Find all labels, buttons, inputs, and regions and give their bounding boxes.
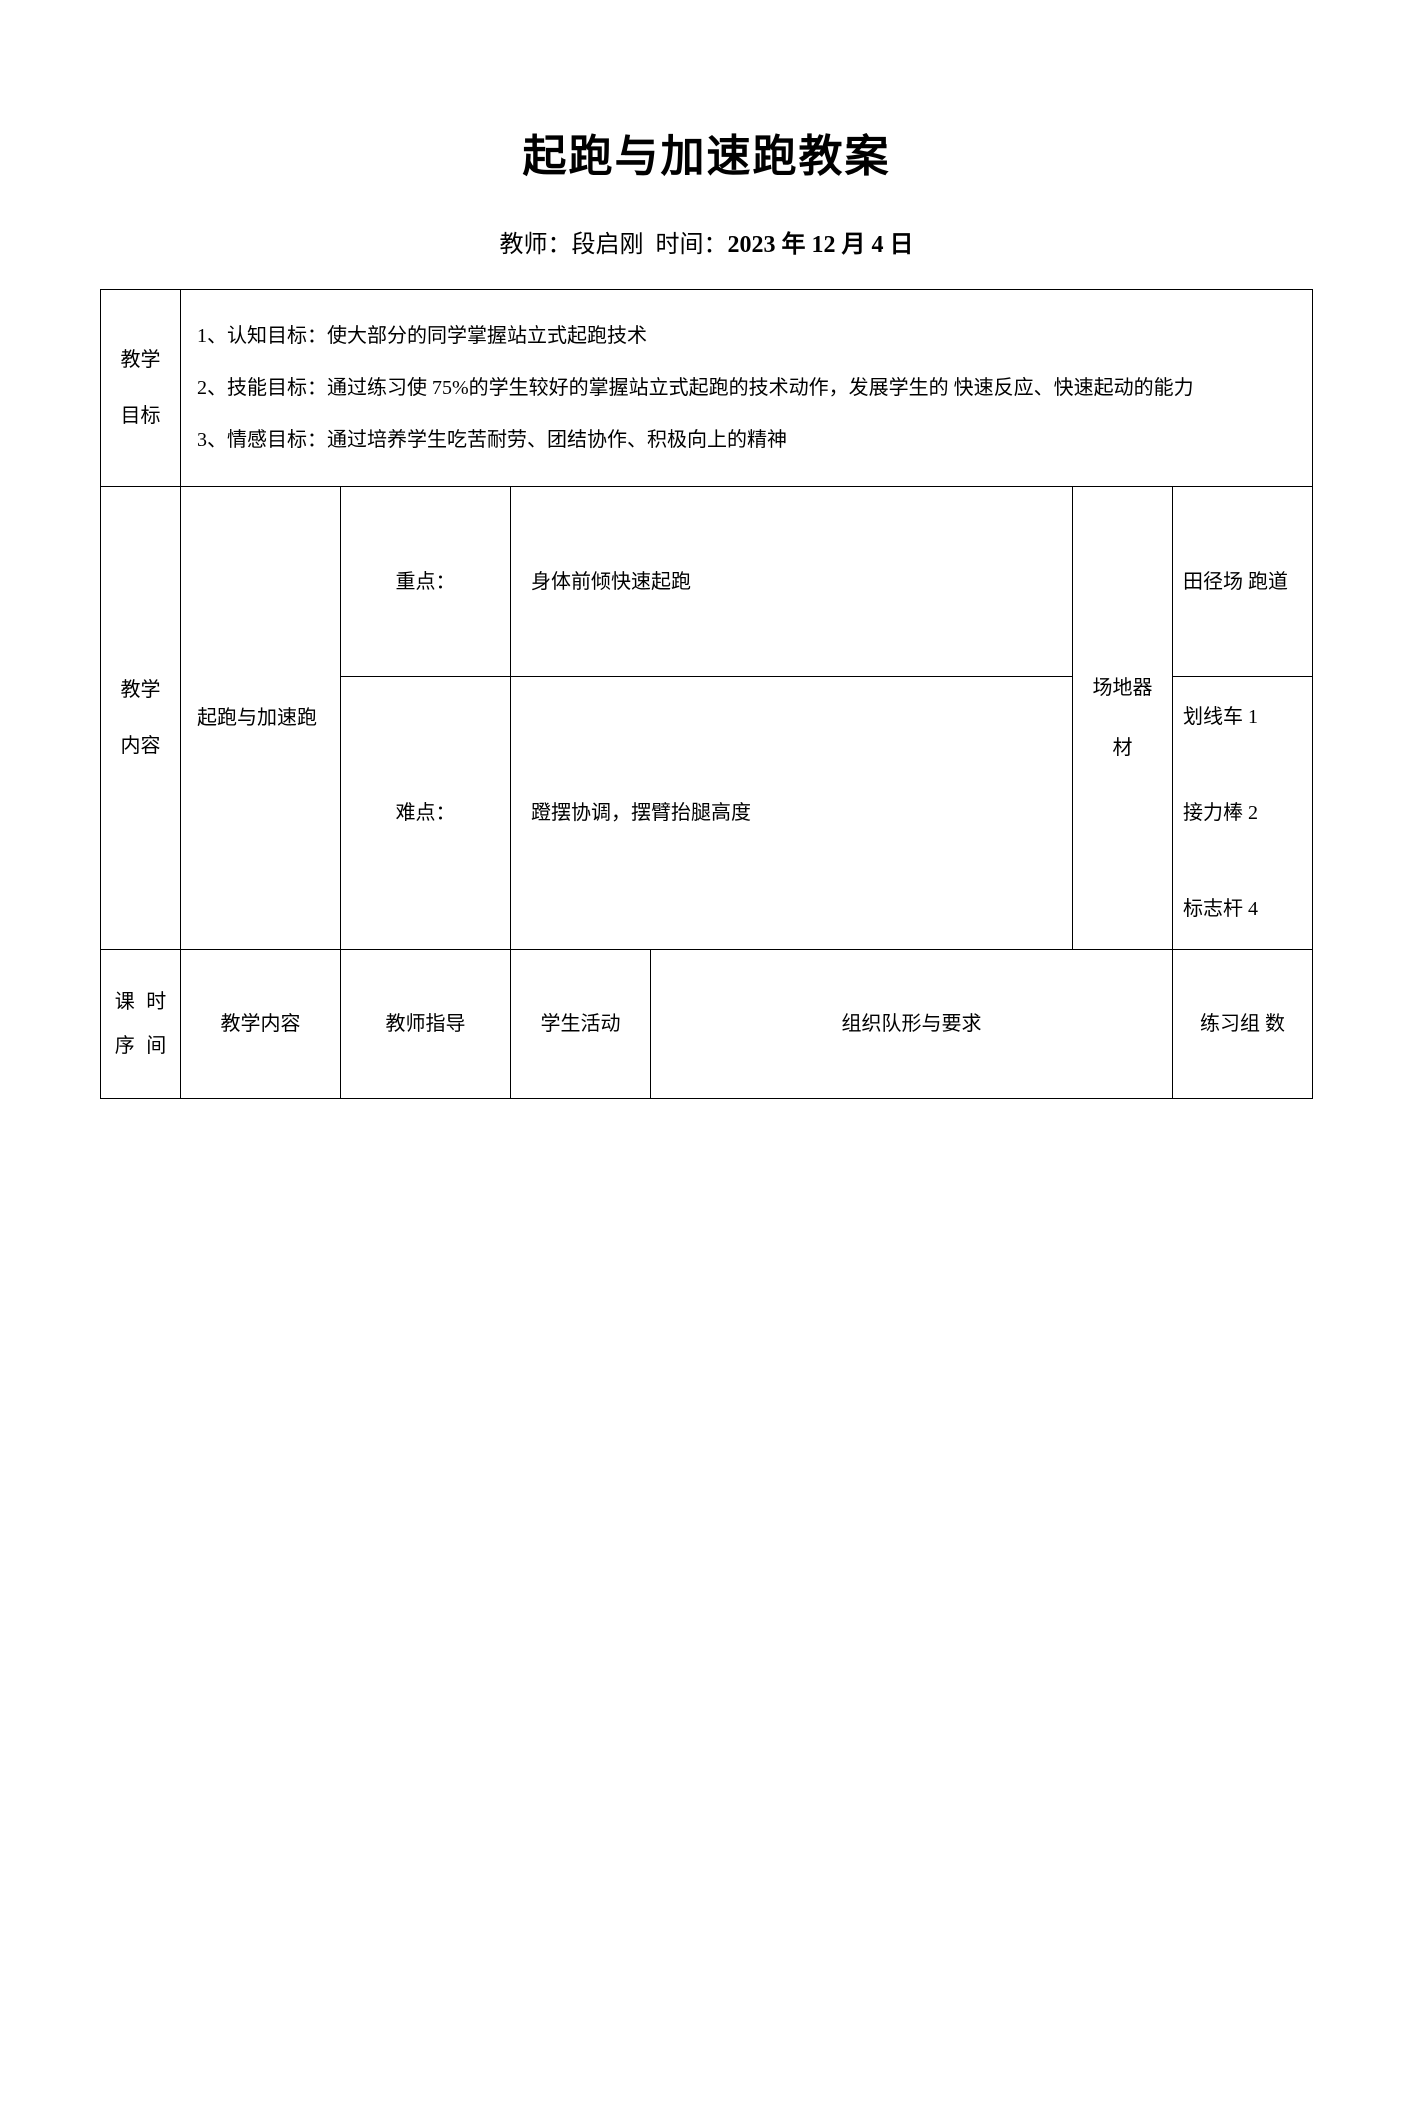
venue-label: 场地器材 (1073, 487, 1173, 950)
header-practice-count: 练习组 数 (1173, 950, 1313, 1099)
objective-2: 2、技能目标：通过练习使 75%的学生较好的掌握站立式起跑的技术动作，发展学生的… (197, 362, 1296, 414)
header-student-activity: 学生活动 (511, 950, 651, 1099)
teacher-label: 教师： (500, 232, 572, 258)
difficult-point-label: 难点： (341, 677, 511, 950)
date-value: 2023 年 12 月 4 日 (728, 232, 914, 258)
header-seq-time: 课序 时间 (101, 950, 181, 1099)
document-title: 起跑与加速跑教案 (100, 120, 1313, 184)
lesson-plan-table: 教学目标 1、认知目标：使大部分的同学掌握站立式起跑技术 2、技能目标：通过练习… (100, 289, 1313, 1099)
equipment-text: 划线车 1 接力棒 2 标志杆 4 (1173, 677, 1313, 950)
header-time: 时间 (141, 968, 173, 1080)
key-point-label: 重点： (341, 487, 511, 677)
objectives-label: 教学目标 (101, 290, 181, 487)
header-formation: 组织队形与要求 (651, 950, 1173, 1099)
content-topic: 起跑与加速跑 (181, 487, 341, 950)
document-subtitle: 教师：段启刚 时间：2023 年 12 月 4 日 (100, 224, 1313, 259)
header-teacher-guide: 教师指导 (341, 950, 511, 1099)
difficult-point-text: 蹬摆协调，摆臂抬腿高度 (511, 677, 1073, 950)
header-seq: 课序 (109, 968, 141, 1080)
key-point-text: 身体前倾快速起跑 (511, 487, 1073, 677)
content-label: 教学内容 (101, 487, 181, 950)
objective-1: 1、认知目标：使大部分的同学掌握站立式起跑技术 (197, 310, 1296, 362)
time-label: 时间： (656, 232, 728, 258)
header-content: 教学内容 (181, 950, 341, 1099)
teacher-name: 段启刚 (572, 232, 644, 258)
venue-text: 田径场 跑道 (1173, 487, 1313, 677)
objective-3: 3、情感目标：通过培养学生吃苦耐劳、团结协作、积极向上的精神 (197, 414, 1296, 466)
objectives-content: 1、认知目标：使大部分的同学掌握站立式起跑技术 2、技能目标：通过练习使 75%… (181, 290, 1313, 487)
